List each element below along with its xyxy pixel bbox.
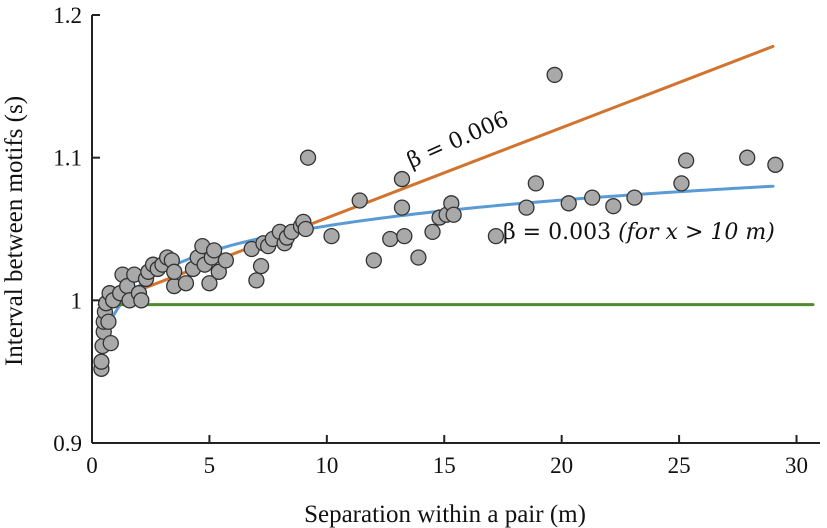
data-point	[445, 206, 462, 223]
data-point	[248, 272, 265, 289]
data-point	[297, 220, 314, 238]
data-point	[217, 252, 235, 269]
data-point	[527, 175, 544, 192]
axes: 0 5 10 15 20 25 30 0.9 1 1.1 1.2	[53, 3, 820, 478]
data-point	[560, 195, 577, 212]
data-point	[739, 149, 756, 166]
x-tick-label: 25	[668, 453, 691, 478]
data-points	[93, 66, 784, 377]
x-tick-label: 20	[550, 453, 573, 478]
x-tick-label: 10	[315, 453, 338, 478]
data-point	[393, 199, 411, 216]
x-tick-label: 15	[433, 453, 456, 478]
data-point	[673, 175, 690, 192]
y-tick-label: 1.2	[53, 3, 82, 28]
y-tick-label: 0.9	[53, 431, 82, 456]
data-point	[100, 313, 117, 330]
data-point	[205, 242, 223, 259]
data-point	[487, 227, 505, 245]
x-axis-label: Separation within a pair (m)	[304, 501, 586, 528]
x-tick-label: 0	[86, 453, 98, 478]
data-point	[299, 149, 317, 166]
data-point	[365, 252, 382, 269]
y-tick-label: 1.1	[53, 146, 82, 171]
data-point	[252, 257, 270, 275]
annotations: β = 0.006 β = 0.003 (for x > 10 m)	[404, 107, 775, 245]
y-tick-label: 1	[71, 288, 83, 313]
data-point	[410, 249, 427, 266]
data-point	[396, 227, 413, 245]
data-point	[546, 66, 563, 84]
data-point	[323, 227, 340, 245]
y-axis-label: Interval between motifs (s)	[1, 96, 28, 366]
data-point	[382, 230, 399, 248]
x-tick-label: 5	[204, 453, 216, 478]
data-point	[133, 292, 150, 309]
annotation-1: β = 0.006	[404, 107, 513, 174]
data-point	[584, 189, 601, 206]
data-point	[424, 223, 441, 241]
data-point	[177, 275, 195, 292]
data-point	[677, 152, 695, 169]
data-point	[393, 170, 411, 188]
data-point	[605, 198, 622, 215]
annotation-2: β = 0.003 (for x > 10 m)	[503, 220, 775, 245]
data-point	[102, 334, 119, 352]
data-point	[626, 189, 643, 206]
data-point	[166, 263, 183, 280]
data-point	[518, 199, 535, 216]
data-point	[201, 275, 218, 292]
fit-lines	[97, 44, 815, 348]
data-point	[351, 192, 368, 209]
data-point	[93, 353, 110, 370]
data-point	[767, 156, 784, 173]
x-tick-label: 30	[785, 453, 808, 478]
